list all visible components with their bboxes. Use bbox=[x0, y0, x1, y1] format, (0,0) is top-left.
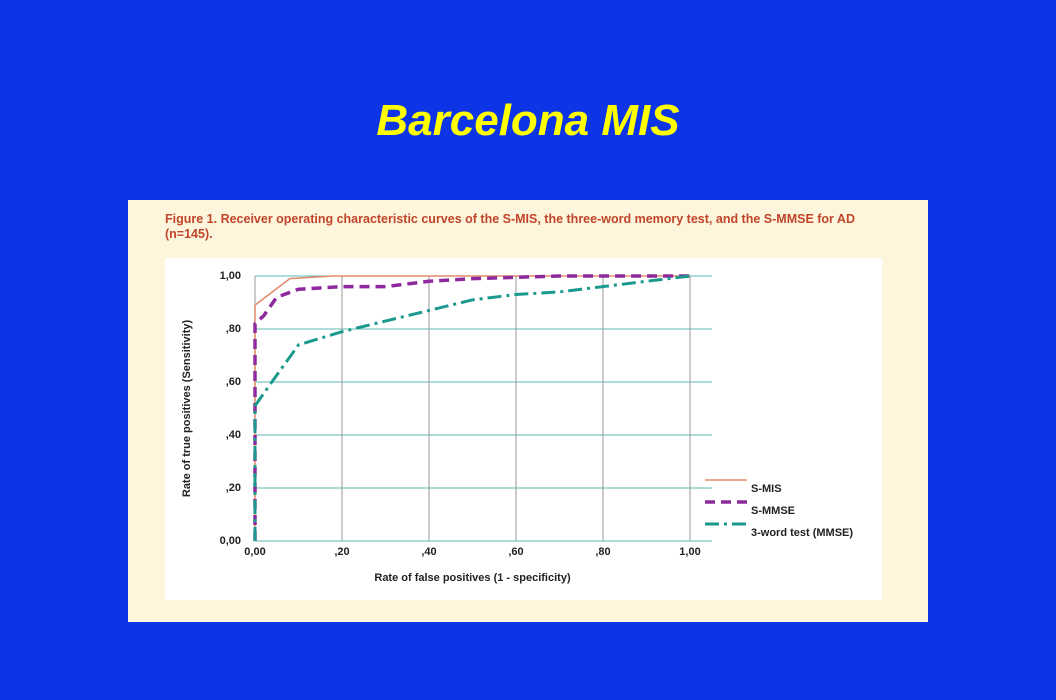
chart: 0,00 ,20 ,40 ,60 ,80 1,00 0,00 ,20 ,40 ,60 ,80 1,00… bbox=[165, 258, 882, 600]
series-line bbox=[253, 274, 691, 541]
x-tick-label: ,80 bbox=[595, 546, 610, 558]
x-tick-label: ,60 bbox=[508, 546, 523, 558]
x-axis-label: Rate of false positives (1 - specificity… bbox=[374, 572, 571, 584]
chart-background bbox=[165, 258, 882, 600]
x-tick-label: 1,00 bbox=[679, 546, 700, 558]
legend-label: S-MMSE bbox=[751, 505, 795, 517]
series-line bbox=[254, 275, 690, 541]
x-tick-label: ,20 bbox=[334, 546, 349, 558]
legend-label: S-MIS bbox=[751, 483, 782, 495]
y-tick-label: 0,00 bbox=[220, 535, 241, 547]
y-tick-label: ,60 bbox=[226, 376, 241, 388]
y-tick-label: ,40 bbox=[226, 429, 241, 441]
legend-label: 3-word test (MMSE) bbox=[751, 527, 853, 539]
series-line bbox=[253, 274, 690, 541]
slide-title: Barcelona MIS bbox=[376, 96, 680, 145]
figure-caption: Figure 1. Receiver operating characteris… bbox=[165, 212, 855, 241]
y-tick-label: ,80 bbox=[226, 323, 241, 335]
x-tick-label: ,40 bbox=[421, 546, 436, 558]
y-tick-label: ,20 bbox=[226, 482, 241, 494]
figure: Figure 1. Receiver operating characteris… bbox=[128, 200, 928, 622]
x-tick-label: 0,00 bbox=[244, 546, 265, 558]
y-axis-label: Rate of true positives (Sensitivity) bbox=[181, 320, 193, 498]
y-tick-label: 1,00 bbox=[220, 270, 241, 282]
